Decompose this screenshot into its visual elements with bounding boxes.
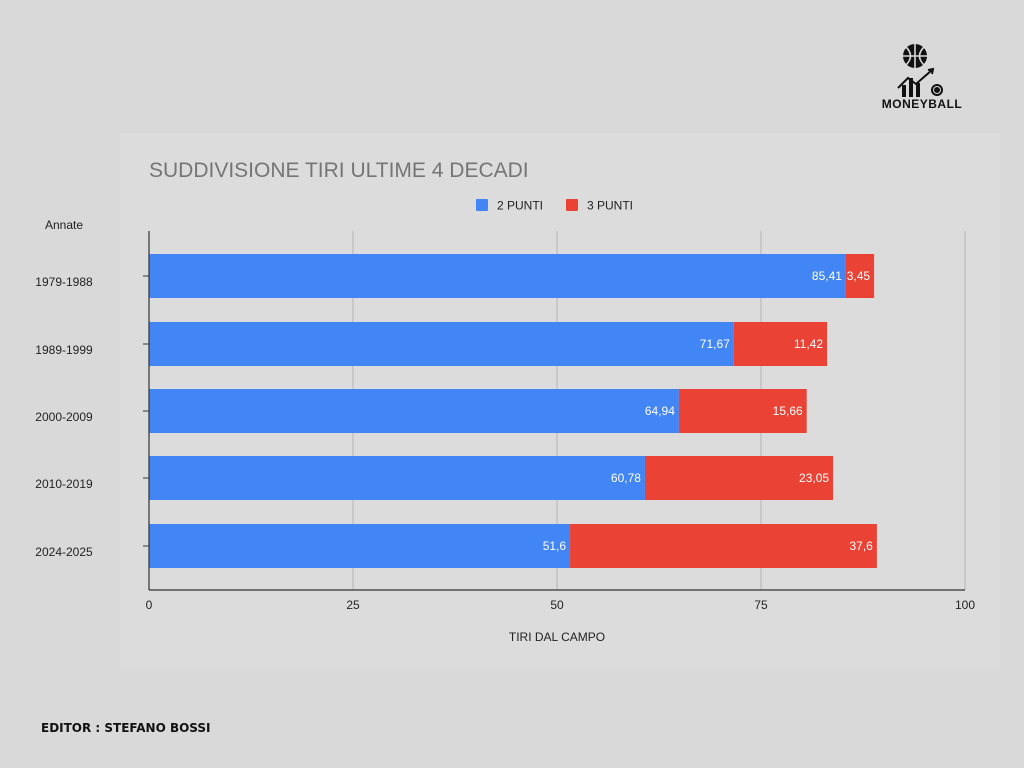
bar-2-punti	[149, 322, 734, 366]
x-tick-label: 75	[754, 598, 768, 612]
brand-name: MONEYBALL	[881, 97, 963, 111]
x-tick-label: 0	[146, 598, 153, 612]
bar-3-punti	[678, 389, 807, 433]
axes: 0 25 50 75 100 1979-1988 1989-1999 2000-2009 201…	[35, 231, 975, 612]
y-tick-label: 1989-1999	[35, 343, 93, 357]
x-axis-title: TIRI DAL CAMPO	[509, 630, 605, 644]
bar-2-punti	[149, 524, 571, 568]
bars	[149, 254, 877, 568]
bar-3-punti	[570, 524, 877, 568]
y-tick-label: 2000-2009	[35, 410, 93, 424]
bar-2-punti	[149, 389, 679, 433]
data-label: 64,94	[645, 404, 675, 418]
bar-3-punti	[733, 322, 828, 366]
data-label: 37,6	[850, 539, 874, 553]
data-label: 85,41	[812, 269, 842, 283]
legend-swatch-3-punti	[566, 199, 578, 211]
legend: 2 PUNTI 3 PUNTI	[476, 199, 633, 213]
legend-label-3-punti: 3 PUNTI	[587, 199, 633, 213]
y-tick-label: 2024-2025	[35, 545, 93, 559]
y-tick-label: 1979-1988	[35, 275, 93, 289]
data-label: 15,66	[773, 404, 803, 418]
data-label: 11,42	[794, 337, 823, 351]
data-label: 60,78	[611, 471, 641, 485]
x-tick-label: 100	[955, 598, 975, 612]
bar-2-punti	[149, 254, 846, 298]
data-label: 71,67	[700, 337, 730, 351]
data-labels: 85,41 3,45 71,67 11,42 64,94 15,66 60,78 23,05 5…	[543, 269, 873, 553]
legend-swatch-2-punti	[476, 199, 488, 211]
y-axis-title: Annate	[45, 218, 83, 232]
stacked-bar-chart: SUDDIVISIONE TIRI ULTIME 4 DECADI 2 PUNT…	[35, 159, 975, 644]
chart-title: SUDDIVISIONE TIRI ULTIME 4 DECADI	[149, 159, 529, 182]
data-label: 3,45	[847, 269, 871, 283]
bar-2-punti	[149, 456, 645, 500]
x-tick-label: 25	[346, 598, 360, 612]
y-tick-label: 2010-2019	[35, 477, 93, 491]
data-label: 23,05	[799, 471, 829, 485]
data-label: 51,6	[543, 539, 567, 553]
editor-credit: EDITOR : STEFANO BOSSI	[41, 721, 211, 735]
x-tick-label: 50	[550, 598, 564, 612]
bar-3-punti	[845, 254, 875, 298]
bar-3-punti	[644, 456, 834, 500]
moneyball-logo-icon	[897, 44, 943, 97]
legend-label-2-punti: 2 PUNTI	[497, 199, 543, 213]
